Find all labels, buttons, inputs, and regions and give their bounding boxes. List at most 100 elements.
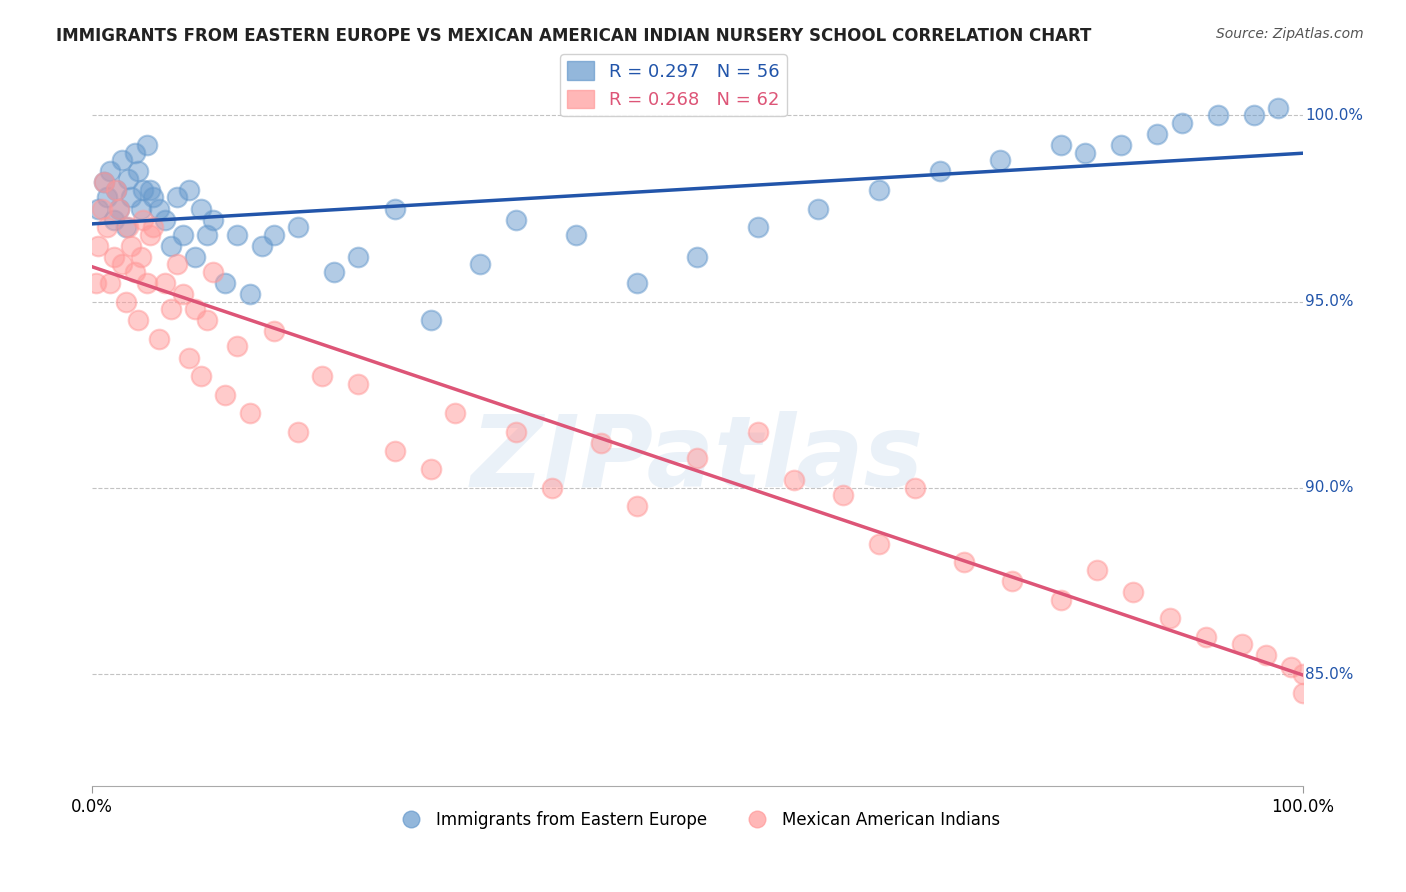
Point [111, 257, 134, 271]
Point [1049, 138, 1071, 153]
Point [226, 339, 249, 353]
Point [202, 265, 225, 279]
Point [117, 171, 139, 186]
Point [904, 481, 927, 495]
Point [120, 239, 142, 253]
Point [686, 250, 709, 264]
Point [184, 250, 207, 264]
Point [96, 220, 118, 235]
Point [139, 227, 162, 242]
Point [1122, 585, 1144, 599]
Point [127, 164, 149, 178]
Point [384, 202, 406, 216]
Point [1085, 563, 1108, 577]
Point [148, 202, 170, 216]
Point [115, 294, 138, 309]
Point [238, 287, 260, 301]
Point [626, 276, 648, 290]
Point [384, 443, 406, 458]
Point [139, 183, 162, 197]
Point [263, 227, 285, 242]
Point [831, 488, 853, 502]
Point [103, 250, 125, 264]
Point [505, 212, 527, 227]
Point [93, 176, 115, 190]
Point [153, 212, 176, 227]
Point [565, 227, 588, 242]
Point [127, 313, 149, 327]
Point [160, 302, 183, 317]
Point [541, 481, 564, 495]
Point [263, 325, 285, 339]
Text: IMMIGRANTS FROM EASTERN EUROPE VS MEXICAN AMERICAN INDIAN NURSERY SCHOOL CORRELA: IMMIGRANTS FROM EASTERN EUROPE VS MEXICA… [56, 27, 1091, 45]
Point [166, 190, 188, 204]
Point [1292, 686, 1315, 700]
Point [783, 474, 806, 488]
Point [420, 313, 443, 327]
Point [589, 436, 612, 450]
Point [1267, 101, 1289, 115]
Point [747, 220, 769, 235]
Point [105, 183, 128, 197]
Point [1001, 574, 1024, 588]
Point [226, 227, 249, 242]
Point [1230, 637, 1253, 651]
Point [214, 276, 236, 290]
Text: 100.0%: 100.0% [1305, 108, 1364, 123]
Point [177, 351, 200, 365]
Point [129, 202, 152, 216]
Point [98, 164, 121, 178]
Point [1206, 108, 1229, 122]
Point [287, 220, 309, 235]
Point [190, 369, 212, 384]
Point [323, 265, 346, 279]
Point [84, 276, 107, 290]
Point [1159, 611, 1181, 625]
Point [120, 190, 142, 204]
Point [1049, 592, 1071, 607]
Point [347, 376, 370, 391]
Text: 90.0%: 90.0% [1305, 481, 1354, 495]
Point [747, 425, 769, 439]
Point [111, 153, 134, 168]
Point [195, 313, 218, 327]
Point [103, 212, 125, 227]
Point [1146, 127, 1168, 141]
Point [132, 183, 155, 197]
Point [287, 425, 309, 439]
Point [132, 212, 155, 227]
Legend: Immigrants from Eastern Europe, Mexican American Indians: Immigrants from Eastern Europe, Mexican … [388, 805, 1007, 836]
Point [214, 388, 236, 402]
Point [142, 220, 165, 235]
Point [135, 276, 157, 290]
Point [988, 153, 1011, 168]
Point [250, 239, 273, 253]
Text: 95.0%: 95.0% [1305, 294, 1354, 310]
Point [686, 451, 709, 466]
Point [90, 202, 112, 216]
Point [238, 406, 260, 420]
Point [626, 500, 648, 514]
Point [311, 369, 333, 384]
Point [96, 190, 118, 204]
Point [1170, 116, 1192, 130]
Point [190, 202, 212, 216]
Point [177, 183, 200, 197]
Point [1243, 108, 1265, 122]
Point [148, 332, 170, 346]
Point [160, 239, 183, 253]
Point [1292, 667, 1315, 681]
Point [868, 537, 890, 551]
Point [153, 276, 176, 290]
Point [108, 202, 131, 216]
Point [87, 202, 110, 216]
Point [420, 462, 443, 476]
Point [87, 239, 110, 253]
Point [184, 302, 207, 317]
Point [1109, 138, 1132, 153]
Point [868, 183, 890, 197]
Point [172, 287, 194, 301]
Point [1074, 145, 1097, 160]
Point [117, 220, 139, 235]
Point [444, 406, 467, 420]
